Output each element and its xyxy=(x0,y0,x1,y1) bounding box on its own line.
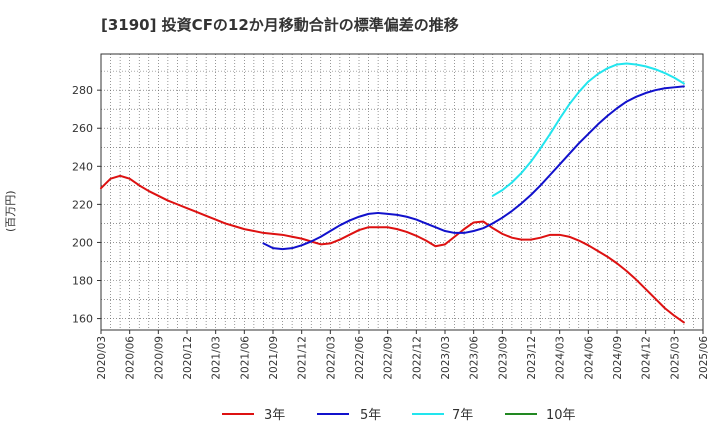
x-tick-label: 2020/09 xyxy=(153,336,165,380)
x-tick-label: 2021/06 xyxy=(239,336,251,380)
x-tick-label: 2024/06 xyxy=(583,336,595,380)
x-tick-label: 2021/09 xyxy=(268,336,280,380)
x-tick-label: 2023/03 xyxy=(440,336,452,380)
x-tick-label: 2025/06 xyxy=(698,336,710,380)
y-axis-ticks: 160 180 200 220 240 260 280 xyxy=(72,84,101,326)
x-tick-label: 2023/12 xyxy=(526,336,538,380)
x-tick-label: 2022/03 xyxy=(325,336,337,380)
y-tick-label: 260 xyxy=(72,122,93,135)
y-tick-label: 160 xyxy=(72,313,93,326)
x-tick-label: 2025/03 xyxy=(669,336,681,380)
series-line-7年 xyxy=(491,62,685,197)
plot-area-frame xyxy=(100,53,704,331)
legend-label-7年: 7年 xyxy=(452,408,473,423)
x-tick-label: 2024/03 xyxy=(555,336,567,380)
grid-lines xyxy=(100,54,704,330)
legend: 3年 5年 7年 10年 xyxy=(222,408,576,423)
chart-title: [3190] 投資CFの12か月移動合計の標準偏差の推移 xyxy=(101,16,459,34)
y-tick-label: 200 xyxy=(72,236,93,249)
x-tick-label: 2021/03 xyxy=(211,336,223,380)
y-tick-label: 180 xyxy=(72,275,93,288)
series-lines xyxy=(100,62,685,324)
x-tick-label: 2022/09 xyxy=(383,336,395,380)
x-tick-label: 2023/06 xyxy=(469,336,481,380)
series-line-3年 xyxy=(100,174,685,324)
legend-label-10年: 10年 xyxy=(546,408,576,423)
series-line-5年 xyxy=(262,85,685,251)
legend-label-3年: 3年 xyxy=(264,408,285,423)
y-tick-label: 220 xyxy=(72,198,93,211)
x-tick-label: 2023/09 xyxy=(497,336,509,380)
x-tick-label: 2020/12 xyxy=(182,336,194,380)
y-tick-label: 240 xyxy=(72,160,93,173)
x-tick-label: 2020/06 xyxy=(125,336,137,380)
x-tick-label: 2020/03 xyxy=(96,336,108,380)
x-tick-label: 2022/06 xyxy=(354,336,366,380)
x-tick-label: 2022/12 xyxy=(411,336,423,380)
legend-label-5年: 5年 xyxy=(360,408,381,423)
x-tick-label: 2021/12 xyxy=(297,336,309,380)
x-axis-ticks: 2020/03 2020/06 2020/09 2020/12 2021/03 2021/… xyxy=(96,330,710,380)
x-tick-label: 2024/12 xyxy=(641,336,653,380)
y-tick-label: 280 xyxy=(72,84,93,97)
x-tick-label: 2024/09 xyxy=(612,336,624,380)
